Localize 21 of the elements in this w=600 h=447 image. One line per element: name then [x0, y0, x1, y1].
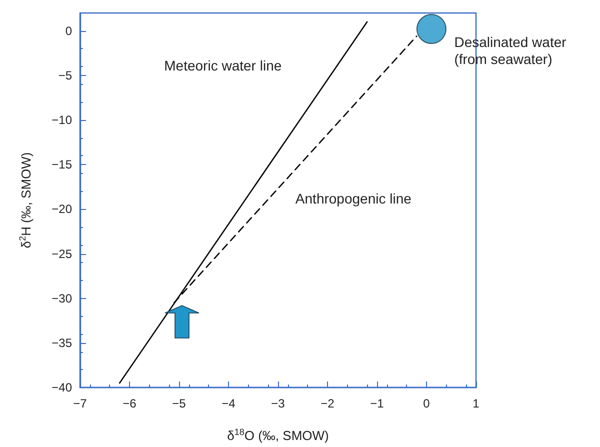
y-axis-title: δ2H (‰, SMOW) [18, 152, 34, 248]
y-tick-label: 0 [65, 24, 72, 38]
y-tick-label: −25 [52, 246, 72, 261]
x-tick-label: 1 [472, 396, 480, 410]
y-tick-label: −10 [52, 113, 72, 127]
x-tick-label: −4 [222, 396, 236, 410]
y-tick-label: −40 [52, 380, 72, 394]
y-tick-label: −5 [58, 68, 72, 82]
annotation: Meteoric water line [164, 58, 282, 74]
x-tick-label: −1 [370, 396, 384, 410]
x-tick-label: −7 [73, 396, 88, 410]
x-tick-label: 0 [423, 396, 430, 410]
x-tick-label: −5 [172, 396, 186, 410]
x-tick-label: −6 [122, 396, 137, 410]
y-tick-label: −30 [52, 291, 72, 306]
x-tick-label: −2 [320, 396, 335, 410]
annotation: Anthropogenic line [295, 190, 412, 206]
y-tick-label: −15 [52, 158, 72, 172]
x-tick-label: −3 [271, 396, 286, 410]
y-tick-label: −35 [52, 336, 72, 350]
y-tick-label: −20 [52, 202, 72, 216]
